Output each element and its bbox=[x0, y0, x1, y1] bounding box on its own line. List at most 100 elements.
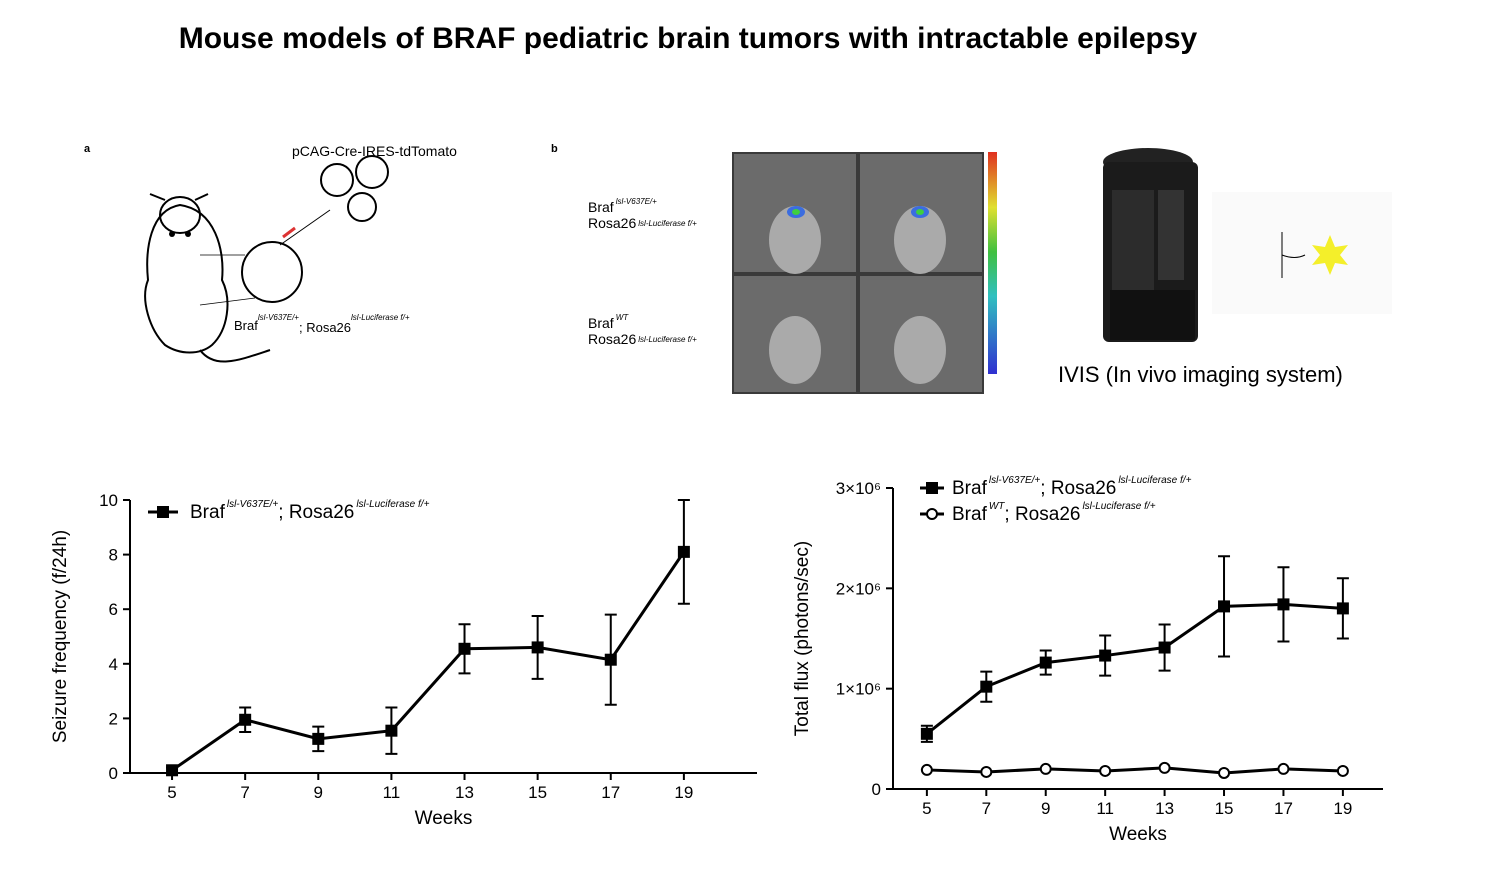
marker bbox=[1099, 649, 1112, 662]
marker bbox=[239, 713, 252, 726]
genotype-label: Braf lsl-V637E/+ bbox=[588, 197, 657, 215]
x-tick-label: 11 bbox=[1096, 799, 1114, 818]
x-tick-label: 9 bbox=[1041, 799, 1050, 818]
legend-entry: Braf lsl-V637E/+; Rosa26 lsl-Luciferase f/… bbox=[190, 499, 430, 523]
y-tick-label: 3×10⁶ bbox=[836, 479, 881, 498]
legend-marker bbox=[926, 508, 938, 520]
genotype-label: Braf WT bbox=[588, 313, 629, 331]
legend-sup: lsl-V637E/+ bbox=[227, 499, 279, 510]
genotype-label: Rosa26 lsl-Luciferase f/+ bbox=[588, 331, 697, 347]
y-tick-label: 2 bbox=[109, 709, 118, 728]
legend-text: Braf bbox=[952, 504, 988, 525]
genotype-text: ; Rosa26 bbox=[299, 320, 351, 335]
genotype-text: Braf bbox=[234, 318, 258, 333]
y-tick-label: 0 bbox=[872, 780, 881, 799]
slide-title: Mouse models of BRAF pediatric brain tum… bbox=[179, 22, 1198, 55]
y-axis-label: Total flux (photons/sec) bbox=[792, 541, 813, 736]
x-axis-label: Weeks bbox=[415, 808, 473, 829]
genotype-sup: lsl-Luciferase f/+ bbox=[638, 219, 697, 228]
y-tick-label: 2×10⁶ bbox=[836, 579, 881, 598]
series-line bbox=[926, 766, 1343, 775]
genotype-text: Braf bbox=[588, 315, 614, 331]
y-tick-label: 1×10⁶ bbox=[836, 680, 881, 699]
x-tick-label: 17 bbox=[1274, 799, 1293, 818]
charts: 0 2 4 6 8 10 5 7 9 11 13 15 17 19 Weeks Seizure frequen… bbox=[50, 475, 1383, 845]
series-line bbox=[171, 551, 686, 772]
x-tick-label: 5 bbox=[922, 799, 931, 818]
genotype-text: Rosa26 bbox=[588, 331, 636, 347]
marker bbox=[980, 680, 993, 693]
marker bbox=[312, 732, 325, 745]
marker bbox=[1158, 761, 1171, 774]
y-tick-label: 4 bbox=[109, 655, 118, 674]
plasmid-label: pCAG-Cre-IRES-tdTomato bbox=[292, 143, 457, 159]
marker bbox=[920, 763, 933, 776]
marker bbox=[1218, 766, 1231, 779]
luciferase-reaction bbox=[1212, 192, 1392, 314]
x-tick-label: 19 bbox=[674, 783, 693, 802]
ivis-machine bbox=[1103, 148, 1198, 342]
ivis-images bbox=[732, 152, 984, 394]
y-axis-label: Seizure frequency (f/24h) bbox=[50, 530, 71, 743]
mouse-eye bbox=[169, 231, 175, 237]
marker bbox=[1039, 656, 1052, 669]
panel-label: a bbox=[84, 143, 91, 155]
legend-entry: Braf WT; Rosa26 lsl-Luciferase f/+ bbox=[952, 501, 1156, 525]
legend-sup: lsl-V637E/+ bbox=[989, 475, 1041, 486]
marker bbox=[166, 764, 179, 777]
mouse-eye bbox=[185, 231, 191, 237]
marker bbox=[1336, 602, 1349, 615]
y-tick-label: 0 bbox=[109, 764, 118, 783]
y-tick-label: 8 bbox=[109, 546, 118, 565]
genotype-sup: lsl-V637E/+ bbox=[258, 313, 299, 322]
legend-sup: lsl-Luciferase f/+ bbox=[1082, 501, 1155, 512]
x-tick-label: 13 bbox=[1155, 799, 1174, 818]
marker bbox=[677, 545, 690, 558]
panel-label: b bbox=[551, 143, 558, 155]
legend-sup: lsl-Luciferase f/+ bbox=[1118, 475, 1191, 486]
marker bbox=[385, 724, 398, 737]
genotype-text: Rosa26 bbox=[588, 215, 636, 231]
legend-text: Braf bbox=[190, 502, 226, 523]
legend-entry: Braf lsl-V637E/+; Rosa26 lsl-Luciferase f/… bbox=[952, 475, 1192, 499]
marker bbox=[531, 641, 544, 654]
marker bbox=[980, 765, 993, 778]
colorbar bbox=[988, 152, 997, 374]
x-tick-label: 19 bbox=[1333, 799, 1352, 818]
marker bbox=[1336, 764, 1349, 777]
marker bbox=[1218, 600, 1231, 613]
y-tick-label: 6 bbox=[109, 600, 118, 619]
injection-needle bbox=[282, 226, 296, 239]
legend-marker bbox=[926, 482, 938, 494]
legend-sup: WT bbox=[989, 501, 1005, 512]
marker bbox=[458, 642, 471, 655]
genotype-sup: WT bbox=[616, 313, 630, 322]
genotype-text: Braf bbox=[588, 199, 614, 215]
legend-text: ; Rosa26 bbox=[1004, 504, 1080, 525]
x-tick-label: 15 bbox=[528, 783, 547, 802]
x-axis-label: Weeks bbox=[1109, 824, 1167, 845]
genotype-sup: lsl-Luciferase f/+ bbox=[638, 335, 697, 344]
legend-text: ; Rosa26 bbox=[1040, 478, 1116, 499]
panel-b-genotypes: Braf lsl-V637E/+Rosa26 lsl-Luciferase f/+B… bbox=[588, 197, 697, 347]
marker bbox=[1158, 641, 1171, 654]
legend-text: Braf bbox=[952, 478, 988, 499]
x-tick-label: 9 bbox=[314, 783, 323, 802]
series-line bbox=[925, 602, 1343, 735]
x-tick-label: 13 bbox=[455, 783, 474, 802]
marker bbox=[1277, 598, 1290, 611]
x-tick-label: 7 bbox=[982, 799, 991, 818]
legend-marker bbox=[157, 506, 169, 518]
y-tick-label: 10 bbox=[99, 491, 118, 510]
marker bbox=[920, 727, 933, 740]
genotype-sup: lsl-Luciferase f/+ bbox=[351, 313, 410, 322]
x-tick-label: 11 bbox=[383, 783, 401, 802]
genotype-label: Rosa26 lsl-Luciferase f/+ bbox=[588, 215, 697, 231]
genotype-label: Braflsl-V637E/+; Rosa26lsl-Luciferase f/… bbox=[234, 313, 410, 335]
device-label: IVIS (In vivo imaging system) bbox=[1058, 362, 1343, 387]
marker bbox=[604, 653, 617, 666]
x-tick-label: 5 bbox=[167, 783, 176, 802]
marker bbox=[1277, 762, 1290, 775]
marker bbox=[1099, 764, 1112, 777]
